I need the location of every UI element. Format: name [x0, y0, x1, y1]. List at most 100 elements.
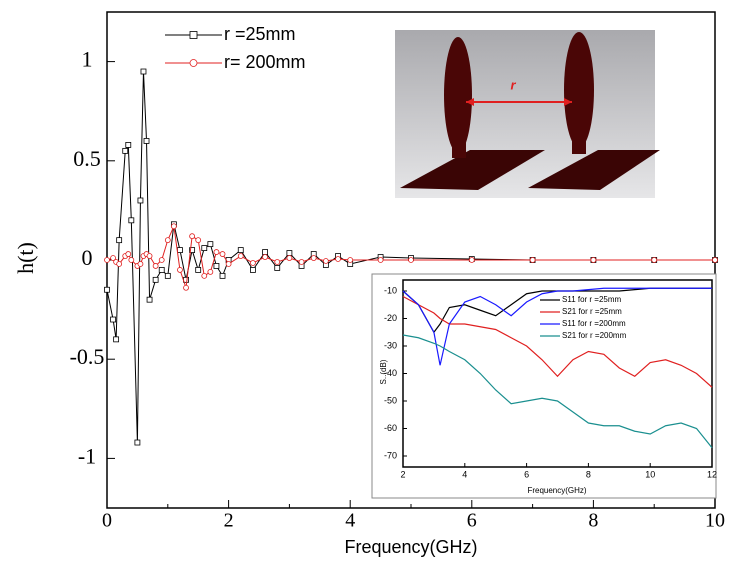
- y-axis-label: S..(dB): [379, 359, 388, 384]
- marker: [144, 138, 149, 143]
- x-tick-label: 6: [467, 510, 477, 532]
- marker: [111, 317, 116, 322]
- marker: [123, 148, 128, 153]
- marker: [117, 238, 122, 243]
- marker: [208, 242, 213, 247]
- legend-label: S11 for r =25mm: [562, 295, 622, 304]
- x-tick-label: 8: [586, 469, 591, 479]
- marker: [250, 260, 255, 265]
- marker: [126, 252, 131, 257]
- y-tick-label: -10: [384, 285, 397, 295]
- x-tick-label: 4: [345, 510, 355, 532]
- marker: [147, 254, 152, 259]
- y-tick-label: -0.5: [70, 344, 105, 369]
- marker: [238, 254, 243, 259]
- marker: [114, 337, 119, 342]
- x-tick-label: 6: [524, 469, 529, 479]
- marker: [105, 287, 110, 292]
- marker: [202, 273, 207, 278]
- marker: [591, 258, 596, 263]
- legend-label: S11 for r =200mm: [562, 319, 626, 328]
- marker: [129, 258, 134, 263]
- x-axis-label: Frequency(GHz): [344, 537, 477, 557]
- marker: [220, 252, 225, 257]
- marker: [190, 234, 195, 239]
- x-tick-label: 12: [707, 469, 717, 479]
- marker: [530, 258, 535, 263]
- marker: [287, 251, 292, 256]
- marker: [135, 440, 140, 445]
- x-axis-label: Frequency(GHz): [527, 486, 586, 495]
- y-tick-label: 1: [82, 47, 93, 72]
- marker: [275, 259, 280, 264]
- legend-label: S21 for r =25mm: [562, 307, 622, 316]
- marker: [311, 256, 316, 261]
- marker: [117, 261, 122, 266]
- legend-label: r= 200mm: [224, 52, 306, 72]
- y-tick-label: 0: [82, 245, 93, 270]
- marker: [214, 250, 219, 255]
- x-tick-label: 10: [705, 510, 725, 532]
- marker: [153, 263, 158, 268]
- marker: [141, 69, 146, 74]
- y-tick-label: 0.5: [73, 146, 101, 171]
- marker: [378, 258, 383, 263]
- marker: [196, 238, 201, 243]
- marker: [196, 267, 201, 272]
- marker: [138, 261, 143, 266]
- x-tick-label: 2: [224, 510, 234, 532]
- y-tick-label: -20: [384, 313, 397, 323]
- marker: [409, 258, 414, 263]
- marker: [469, 258, 474, 263]
- marker: [190, 60, 197, 67]
- marker: [159, 267, 164, 272]
- inset-image: r: [395, 30, 660, 198]
- marker: [287, 256, 292, 261]
- marker: [238, 248, 243, 253]
- marker: [275, 265, 280, 270]
- marker: [299, 259, 304, 264]
- marker: [177, 248, 182, 253]
- marker: [105, 258, 110, 263]
- marker: [159, 258, 164, 263]
- marker: [348, 258, 353, 263]
- x-tick-label: 4: [462, 469, 467, 479]
- marker: [250, 267, 255, 272]
- marker: [190, 32, 197, 39]
- marker: [713, 258, 718, 263]
- marker: [147, 297, 152, 302]
- y-tick-label: -30: [384, 340, 397, 350]
- marker: [165, 238, 170, 243]
- marker: [177, 267, 182, 272]
- page: r -1-0.500.510246810h(t)Frequency(GHz)r …: [0, 0, 729, 562]
- x-tick-label: 8: [588, 510, 598, 532]
- y-tick-label: -70: [384, 450, 397, 460]
- legend-label: S21 for r =200mm: [562, 331, 627, 340]
- y-tick-label: -50: [384, 395, 397, 405]
- marker: [153, 277, 158, 282]
- x-tick-label: 10: [645, 469, 655, 479]
- marker: [171, 224, 176, 229]
- marker: [202, 246, 207, 251]
- marker: [138, 198, 143, 203]
- marker: [263, 255, 268, 260]
- x-tick-label: 2: [400, 469, 405, 479]
- marker: [220, 273, 225, 278]
- x-tick-label: 0: [102, 510, 112, 532]
- legend-label: r =25mm: [224, 24, 296, 44]
- marker: [323, 258, 328, 263]
- marker: [126, 142, 131, 147]
- marker: [226, 261, 231, 266]
- marker: [652, 258, 657, 263]
- y-tick-label: -60: [384, 423, 397, 433]
- y-tick-label: -1: [78, 443, 96, 468]
- marker: [129, 218, 134, 223]
- y-axis-label: h(t): [13, 242, 38, 274]
- marker: [208, 269, 213, 274]
- marker: [165, 273, 170, 278]
- marker: [184, 285, 189, 290]
- marker: [263, 250, 268, 255]
- marker: [214, 263, 219, 268]
- marker: [336, 257, 341, 262]
